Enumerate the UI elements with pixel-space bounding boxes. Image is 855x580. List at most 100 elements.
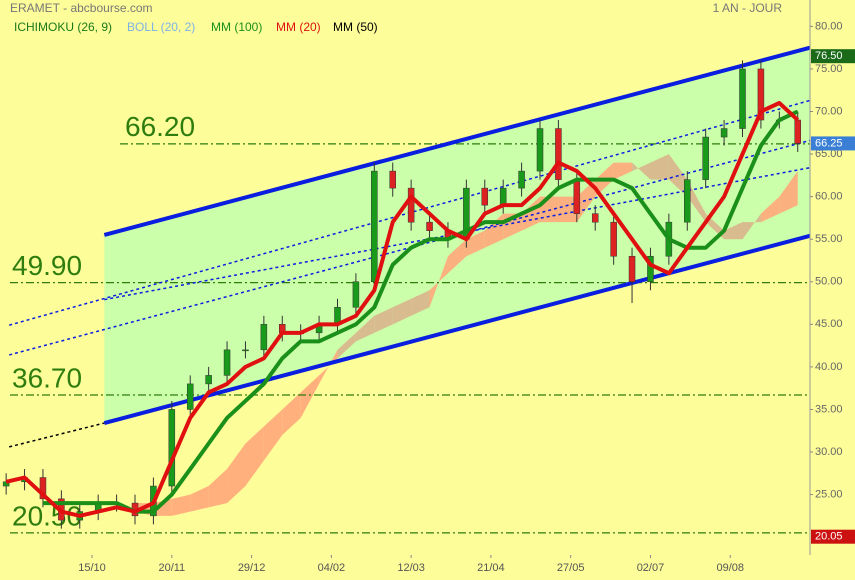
price-tag-label: 20.05 <box>815 531 843 543</box>
trendline <box>103 233 811 425</box>
cloud <box>392 298 412 325</box>
legend-entry: ICHIMOKU (26, 9) <box>14 20 112 34</box>
cloud <box>374 307 393 333</box>
cloud <box>576 179 596 223</box>
candle-body <box>168 409 176 487</box>
y-tick-label: 55.00 <box>815 233 843 245</box>
level-label: 49.90 <box>12 250 82 281</box>
candle-body <box>260 324 268 351</box>
cloud <box>319 349 338 384</box>
x-tick-label: 09/08 <box>716 562 744 574</box>
candle-body <box>610 221 617 257</box>
y-tick-label: 65.00 <box>815 148 843 160</box>
price-tag <box>811 529 855 544</box>
x-tick-label: 04/02 <box>318 562 346 574</box>
y-tick-label: 35.00 <box>815 403 843 415</box>
candle-body <box>720 128 728 138</box>
candle-body <box>481 187 489 206</box>
cloud <box>447 239 467 274</box>
candle-body <box>628 255 636 283</box>
candle-body <box>186 383 194 410</box>
cloud <box>613 162 633 180</box>
cloud <box>263 409 283 461</box>
x-tick-label: 15/10 <box>78 562 106 574</box>
legend-entry: BOLL (20, 2) <box>127 20 195 34</box>
legend-entry: MM (100) <box>211 20 262 34</box>
y-tick-label: 25.00 <box>815 488 843 500</box>
candle-body <box>702 136 709 180</box>
candle-body <box>352 281 360 308</box>
price-tag <box>811 136 855 151</box>
candle-body <box>426 221 433 231</box>
y-tick-label: 40.00 <box>815 361 843 373</box>
chart-title: ERAMET - abcbourse.com <box>10 1 153 15</box>
candle-body <box>647 255 654 283</box>
candle-body <box>518 170 525 189</box>
candle-body <box>757 68 765 121</box>
y-tick-label: 45.00 <box>815 318 843 330</box>
cloud <box>724 222 743 240</box>
cloud <box>300 375 320 418</box>
cloud <box>558 196 577 223</box>
y-tick-label: 80.00 <box>815 20 843 32</box>
y-tick-label: 75.00 <box>815 63 843 75</box>
cloud <box>779 171 798 214</box>
y-tick-label: 60.00 <box>815 191 843 203</box>
level-label: 66.20 <box>125 111 195 142</box>
trendline <box>9 422 105 448</box>
candle-body <box>536 128 544 172</box>
candle-body <box>205 375 212 385</box>
candle-body <box>591 213 599 223</box>
y-tick-label: 30.00 <box>815 446 843 458</box>
legend-entry: MM (50) <box>333 20 378 34</box>
price-tag <box>811 49 855 64</box>
cloud <box>153 498 172 516</box>
candle-body <box>242 349 249 352</box>
x-tick-label: 27/05 <box>557 562 585 574</box>
cloud <box>190 486 209 512</box>
candle-body <box>389 170 396 189</box>
y-tick-label: 70.00 <box>815 105 843 117</box>
cloud <box>355 315 375 342</box>
price-tag-label: 66.25 <box>815 137 843 149</box>
moving-average <box>42 109 799 514</box>
y-tick-label: 50.00 <box>815 276 843 288</box>
level-label: 20.50 <box>12 500 82 531</box>
cloud <box>337 332 356 359</box>
level-label: 36.70 <box>12 362 82 393</box>
candle-body <box>371 170 378 283</box>
trendline <box>103 45 811 237</box>
cloud <box>208 469 228 508</box>
cloud <box>227 443 246 504</box>
cloud <box>650 154 669 180</box>
x-tick-label: 29/12 <box>238 562 266 574</box>
candle-body <box>794 119 801 144</box>
price-tag-label: 76.50 <box>815 50 843 62</box>
candle-body <box>555 128 562 180</box>
x-tick-label: 02/07 <box>637 562 665 574</box>
cloud <box>687 179 706 223</box>
candle-body <box>223 349 231 376</box>
cloud <box>411 290 430 316</box>
candle-body <box>39 477 47 500</box>
x-tick-label: 12/03 <box>397 562 425 574</box>
legend-entry: MM (20) <box>276 20 321 34</box>
cloud <box>466 230 485 257</box>
candle-body <box>684 179 691 223</box>
cloud <box>760 196 780 223</box>
candle-body <box>407 187 415 223</box>
candle-body <box>499 187 507 206</box>
candle-body <box>739 68 746 129</box>
moving-average <box>5 100 800 518</box>
cloud <box>282 392 301 435</box>
x-tick-label: 21/04 <box>477 562 505 574</box>
cloud <box>742 213 761 240</box>
candle-body <box>573 179 581 214</box>
cloud <box>245 426 264 487</box>
x-tick-label: 20/11 <box>158 562 185 574</box>
cloud <box>632 162 651 180</box>
chart-subtitle: 1 AN - JOUR <box>713 1 783 15</box>
cloud <box>429 256 448 308</box>
